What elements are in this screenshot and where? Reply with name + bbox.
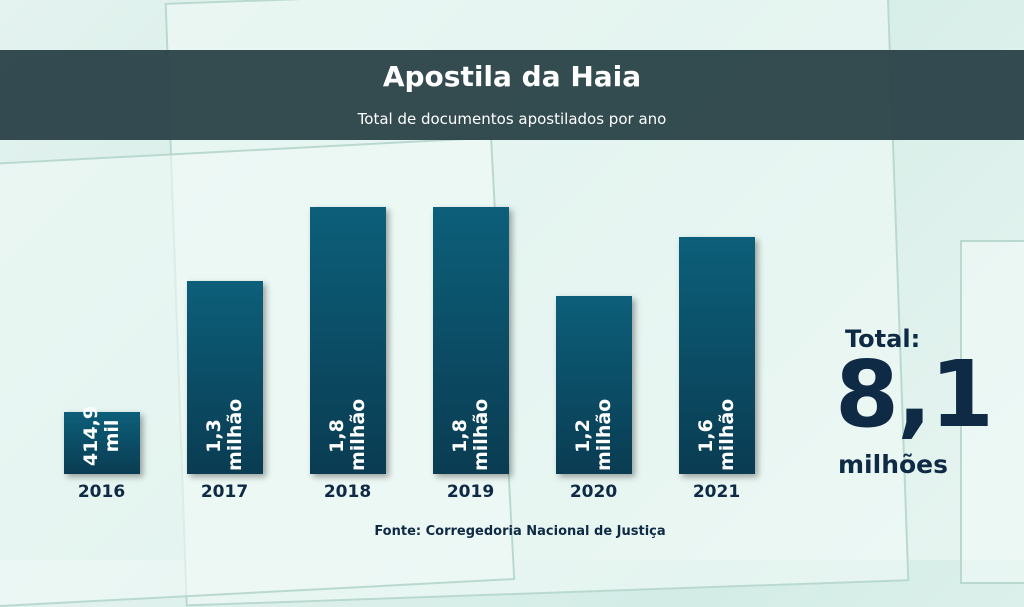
chart-title: Apostila da Haia [382,60,642,93]
title-banner [0,50,1024,140]
bar [309,207,386,474]
x-tick-label: 2020 [569,482,618,502]
value-label: 1,8 milhão [448,398,492,471]
bar [555,296,632,474]
bar [186,281,263,474]
value-label: 414,9 mil [79,405,123,467]
total-label: Total: [845,325,921,353]
total-unit: milhões [838,450,948,479]
value-label: 1,3 milhão [202,398,246,471]
source: Fonte: Corregedoria Nacional de Justiça [374,524,666,539]
bar [432,207,509,474]
x-tick-label: 2018 [323,482,372,502]
x-tick-label: 2017 [200,482,249,502]
x-tick-label: 2016 [77,482,126,502]
total-value: 8,1 [835,341,994,448]
background-document [960,240,1024,584]
x-tick-label: 2021 [692,482,741,502]
chart-subtitle: Total de documentos apostilados por ano [357,110,667,128]
value-label: 1,6 milhão [694,398,738,471]
bar [678,236,755,474]
value-label: 1,8 milhão [325,398,369,471]
value-label: 1,2 milhão [571,398,615,471]
bar [63,412,140,474]
x-tick-label: 2019 [446,482,495,502]
